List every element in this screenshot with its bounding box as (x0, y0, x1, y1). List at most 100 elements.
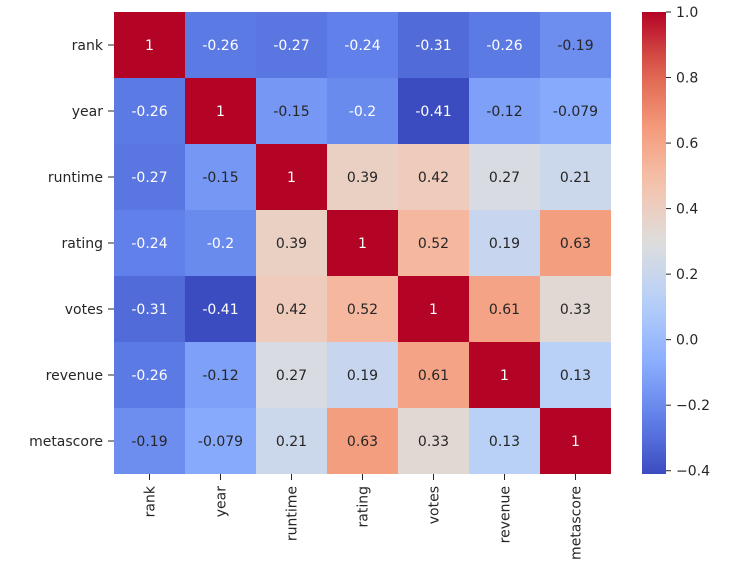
cell-value-label: 1 (358, 236, 367, 252)
cell-value-label: 1 (500, 368, 509, 384)
cell-value-label: -0.24 (344, 38, 380, 54)
heatmap-cell-revenue-year (185, 342, 256, 408)
heatmap-cell-rating-votes (398, 210, 469, 276)
cell-value-label: 0.61 (418, 368, 449, 384)
cell-value-label: 0.19 (489, 236, 520, 252)
heatmap-cell-revenue-votes (398, 342, 469, 408)
heatmap-cell-rank-votes (398, 12, 469, 78)
cell-value-label: 0.21 (276, 434, 307, 450)
cell-value-label: -0.31 (415, 38, 451, 54)
cell-value-label: -0.26 (202, 38, 238, 54)
cell-value-label: -0.079 (553, 104, 598, 120)
heatmap-cell-rating-rank (114, 210, 185, 276)
cell-value-label: -0.26 (131, 368, 167, 384)
heatmap-cell-year-metascore (540, 78, 611, 144)
heatmap-cell-year-year (185, 78, 256, 144)
heatmap-cell-rating-revenue (469, 210, 540, 276)
colorbar-tick-label: −0.2 (676, 398, 710, 414)
y-tick-label-runtime: runtime (48, 170, 103, 186)
cell-value-label: -0.41 (202, 302, 238, 318)
colorbar: 1.0 0.8 0.6 0.4 0.2 0.0 −0.2 −0.4 (642, 5, 710, 480)
colorbar-gradient (642, 12, 666, 474)
cell-value-label: 0.39 (276, 236, 307, 252)
heatmap-cell-runtime-metascore (540, 144, 611, 210)
cell-value-label: -0.079 (198, 434, 243, 450)
heatmap-cell-runtime-revenue (469, 144, 540, 210)
cell-value-label: 0.39 (347, 170, 378, 186)
y-tick-label-year: year (72, 104, 103, 120)
cell-value-label: 0.27 (489, 170, 520, 186)
cell-value-label: 0.63 (560, 236, 591, 252)
cell-value-label: 0.52 (418, 236, 449, 252)
heatmap-cell-revenue-rating (327, 342, 398, 408)
heatmap-cell-year-rating (327, 78, 398, 144)
y-tick-label-rank: rank (72, 38, 104, 54)
heatmap-cell-votes-revenue (469, 276, 540, 342)
cell-value-label: -0.12 (202, 368, 238, 384)
heatmap-cell-votes-metascore (540, 276, 611, 342)
heatmap-cell-revenue-rank (114, 342, 185, 408)
x-tick-label-revenue: revenue (498, 486, 514, 543)
y-tick-label-rating: rating (62, 236, 103, 252)
heatmap-cell-runtime-year (185, 144, 256, 210)
x-tick-label-runtime: runtime (285, 486, 301, 541)
heatmap-cell-runtime-votes (398, 144, 469, 210)
heatmap-cell-metascore-metascore (540, 408, 611, 474)
cell-value-label: 0.52 (347, 302, 378, 318)
heatmap-cell-metascore-votes (398, 408, 469, 474)
x-tick-label-votes: votes (427, 486, 443, 524)
cell-value-label: -0.26 (131, 104, 167, 120)
heatmap-cell-revenue-revenue (469, 342, 540, 408)
x-tick-label-rank: rank (143, 485, 159, 517)
cell-value-label: 0.33 (418, 434, 449, 450)
colorbar-tick-label: 0.8 (676, 71, 698, 87)
cell-value-label: 1 (571, 434, 580, 450)
cell-value-label: -0.26 (486, 38, 522, 54)
cell-value-label: 1 (145, 38, 154, 54)
cell-value-label: 1 (287, 170, 296, 186)
cell-value-label: -0.19 (131, 434, 167, 450)
cell-value-label: 0.13 (560, 368, 591, 384)
cell-value-label: 0.42 (276, 302, 307, 318)
heatmap-cell-metascore-rating (327, 408, 398, 474)
cell-value-label: 0.63 (347, 434, 378, 450)
cell-value-label: -0.27 (273, 38, 309, 54)
heatmap-cell-rank-rating (327, 12, 398, 78)
heatmap-cell-rank-rank (114, 12, 185, 78)
heatmap-cell-runtime-rating (327, 144, 398, 210)
cell-value-label: -0.2 (207, 236, 234, 252)
y-tick-label-votes: votes (65, 302, 103, 318)
heatmap-cell-votes-year (185, 276, 256, 342)
heatmap-cell-votes-runtime (256, 276, 327, 342)
y-tick-label-metascore: metascore (29, 434, 103, 450)
y-axis-tick-labels: rank year runtime rating votes revenue metasco… (29, 38, 114, 450)
cell-value-label: 1 (216, 104, 225, 120)
cell-value-label: 0.61 (489, 302, 520, 318)
cell-value-label: 0.42 (418, 170, 449, 186)
cell-value-label: -0.15 (202, 170, 238, 186)
cell-value-label: 1 (429, 302, 438, 318)
heatmap-cell-rank-runtime (256, 12, 327, 78)
heatmap-cell-rating-runtime (256, 210, 327, 276)
x-tick-label-year: year (214, 486, 230, 517)
heatmap-cell-year-revenue (469, 78, 540, 144)
heatmap-cell-rating-rating (327, 210, 398, 276)
heatmap-cell-runtime-runtime (256, 144, 327, 210)
heatmap-cell-rank-year (185, 12, 256, 78)
cell-value-label: -0.27 (131, 170, 167, 186)
cell-value-label: -0.2 (349, 104, 376, 120)
heatmap-cell-runtime-rank (114, 144, 185, 210)
colorbar-tick-label: 0.4 (676, 202, 698, 218)
heatmap-cell-revenue-runtime (256, 342, 327, 408)
cell-value-label: -0.41 (415, 104, 451, 120)
heatmap-cell-rating-year (185, 210, 256, 276)
colorbar-tick-label: 0.2 (676, 267, 698, 283)
cell-value-label: 0.19 (347, 368, 378, 384)
cell-value-label: 0.27 (276, 368, 307, 384)
heatmap-cell-year-runtime (256, 78, 327, 144)
heatmap-cell-rank-revenue (469, 12, 540, 78)
colorbar-tick-label: −0.4 (676, 464, 710, 480)
cell-value-label: -0.31 (131, 302, 167, 318)
cell-value-label: 0.21 (560, 170, 591, 186)
